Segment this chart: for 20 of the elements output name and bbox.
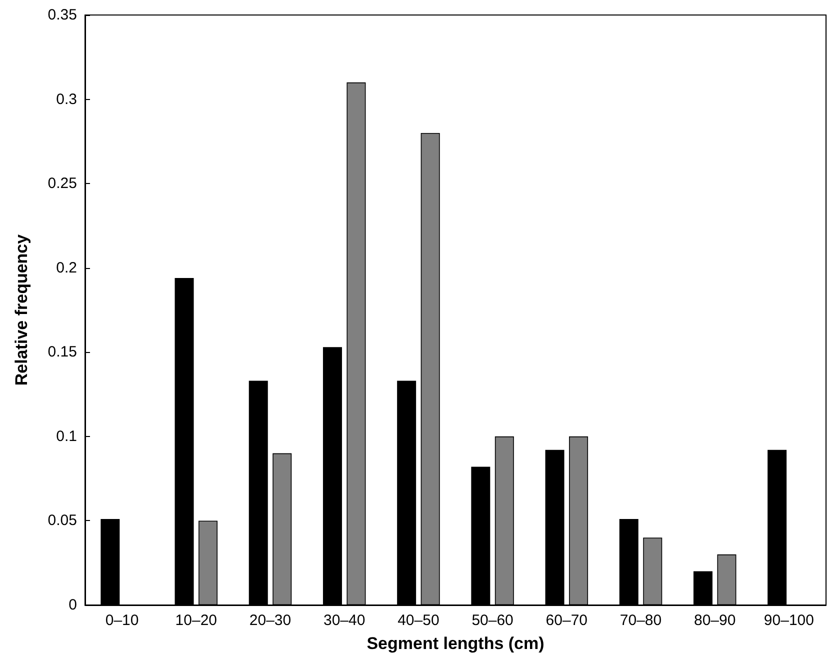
y-axis-title: Relative frequency	[12, 234, 31, 386]
x-tick-label: 90–100	[764, 612, 814, 629]
y-tick-label: 0	[68, 596, 77, 614]
x-tick-label: 30–40	[323, 612, 366, 629]
y-tick-label: 0.05	[48, 512, 77, 530]
x-tick-label: 10–20	[175, 612, 218, 629]
x-tick-label: 80–90	[694, 612, 736, 629]
x-tick-label: 60–70	[546, 612, 588, 629]
x-tick-label: 20–30	[249, 612, 292, 629]
y-tick-label: 0.2	[56, 259, 77, 276]
x-tick-label: 70–80	[620, 612, 662, 629]
y-tick-label: 0.35	[48, 6, 77, 24]
y-tick-label: 0.15	[48, 344, 77, 361]
x-axis-title: Segment lengths (cm)	[366, 634, 544, 653]
y-tick-label: 0.1	[56, 428, 77, 445]
x-tick-label: 0–10	[105, 612, 139, 629]
x-tick-label: 40–50	[398, 612, 440, 629]
y-tick-label: 0.3	[56, 90, 77, 108]
x-tick-label: 50–60	[472, 612, 514, 629]
y-tick-label: 0.25	[48, 175, 77, 192]
